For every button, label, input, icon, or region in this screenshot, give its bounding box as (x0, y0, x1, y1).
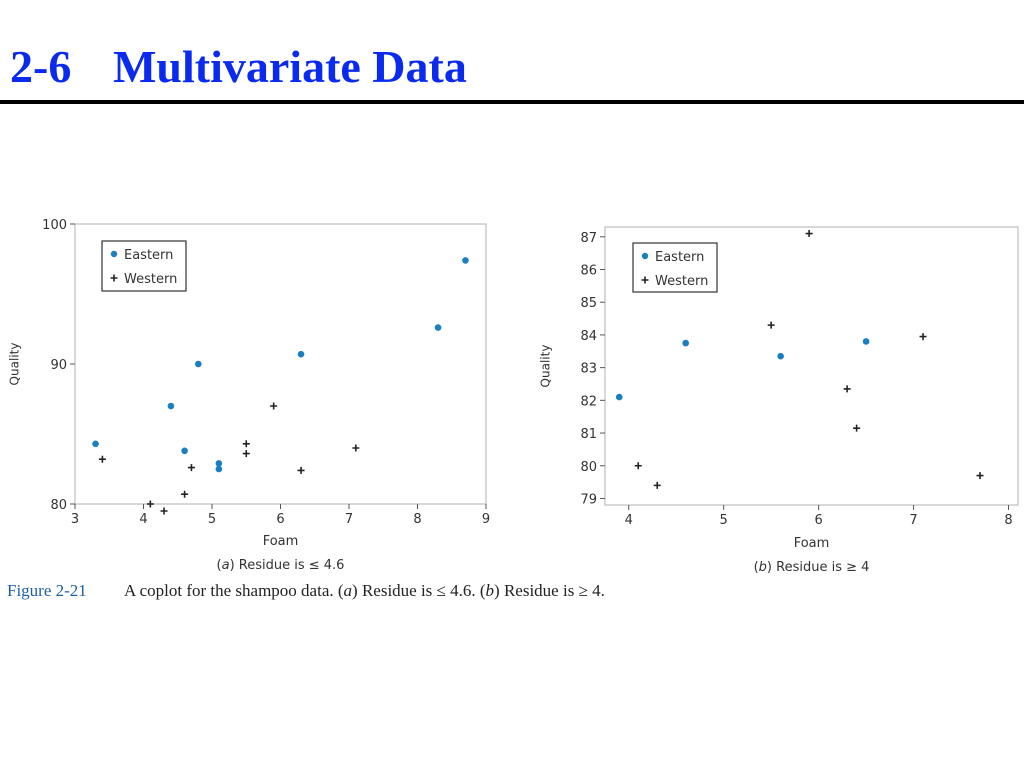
legend-marker-eastern (641, 252, 649, 260)
legend-marker-western (110, 274, 118, 282)
x-tick-label: 8 (413, 512, 421, 527)
data-point-western (853, 424, 861, 432)
legend-entry-western: Western (124, 272, 177, 287)
y-tick-label: 84 (580, 329, 597, 344)
y-tick-label: 79 (580, 492, 597, 507)
data-point-western (187, 464, 195, 472)
data-point-eastern (167, 402, 175, 410)
chart-panel-a: 3 4 5 6 7 8 9 80 90 100 Foam Quality (a) Residue is … (8, 218, 491, 573)
data-point-western (98, 455, 106, 463)
y-tick-label: 80 (50, 498, 67, 513)
y-tick-label: 87 (580, 231, 597, 246)
data-point-eastern (215, 465, 223, 473)
x-tick-label: 7 (909, 513, 917, 528)
figure-caption: Figure 2-21 A coplot for the shampoo data… (7, 581, 605, 601)
legend-entry-eastern: Eastern (655, 250, 704, 265)
x-tick-label: 7 (345, 512, 353, 527)
legend-entry-eastern: Eastern (124, 248, 173, 263)
data-point-western (270, 402, 278, 410)
data-point-eastern (195, 360, 202, 368)
data-point-eastern (615, 393, 623, 401)
data-point-eastern (215, 460, 223, 467)
legend-entry-western: Western (655, 274, 708, 289)
plot-frame (604, 226, 1019, 506)
y-tick-label: 81 (580, 427, 597, 442)
x-axis-label: Foam (263, 534, 299, 549)
legend: Eastern Western (632, 242, 718, 293)
x-tick-label: 5 (208, 512, 216, 527)
y-tick-label: 100 (42, 218, 67, 233)
y-axis-label: Quality (8, 343, 22, 386)
data-point-western (976, 472, 984, 480)
data-point-western (242, 440, 250, 448)
data-point-eastern (92, 440, 99, 448)
x-tick-label: 4 (625, 513, 633, 528)
legend-box (632, 242, 718, 293)
y-tick-label: 83 (580, 362, 597, 377)
x-tick-label: 9 (482, 512, 490, 527)
data-point-eastern (181, 447, 188, 455)
x-axis-label: Foam (794, 536, 830, 551)
figure-label: Figure 2-21 (7, 581, 87, 600)
title-rule (0, 100, 1024, 104)
legend: Eastern Western (101, 240, 187, 292)
legend-marker-western (641, 276, 649, 284)
data-point-western (352, 444, 360, 452)
data-point-western (146, 500, 154, 508)
panel-subtitle: (a) Residue is ≤ 4.6 (217, 558, 345, 573)
x-tick-label: 5 (720, 513, 728, 528)
x-tick-label: 6 (814, 513, 822, 528)
data-point-eastern (462, 257, 469, 264)
data-point-western (297, 466, 305, 474)
data-point-western (919, 333, 927, 341)
slide-title: 2-6 Multivariate Data (10, 38, 467, 96)
data-point-eastern (682, 339, 690, 347)
x-tick-label: 8 (1004, 513, 1012, 528)
data-point-western (805, 230, 813, 238)
panel-subtitle: (b) Residue is ≥ 4 (754, 560, 870, 575)
legend-box (101, 240, 187, 292)
section-number: 2-6 (10, 41, 72, 92)
section-title: Multivariate Data (113, 41, 467, 92)
data-point-western (767, 321, 775, 329)
y-axis-label: Quality (539, 345, 553, 388)
data-point-eastern (862, 338, 870, 345)
y-tick-label: 86 (580, 264, 597, 279)
coplot-figure: 3 4 5 6 7 8 9 80 90 100 Foam Quality (a) Residue is … (8, 218, 1019, 575)
y-tick-label: 85 (580, 296, 597, 311)
data-point-eastern (777, 352, 784, 360)
data-point-western (634, 462, 642, 470)
data-point-western (843, 385, 851, 393)
x-tick-label: 3 (71, 512, 79, 527)
y-tick-label: 80 (580, 460, 597, 475)
y-tick-label: 90 (50, 358, 67, 373)
data-point-eastern (434, 324, 442, 331)
data-point-western (653, 481, 661, 489)
data-point-western (181, 490, 189, 498)
data-point-western (160, 507, 168, 515)
y-tick-label: 82 (580, 394, 597, 409)
data-point-eastern (297, 350, 305, 358)
data-point-western (242, 450, 250, 458)
figure-caption-text: A coplot for the shampoo data. (a) Resid… (124, 581, 605, 600)
legend-marker-eastern (110, 250, 118, 258)
x-tick-label: 4 (139, 512, 147, 527)
x-tick-label: 6 (276, 512, 284, 527)
